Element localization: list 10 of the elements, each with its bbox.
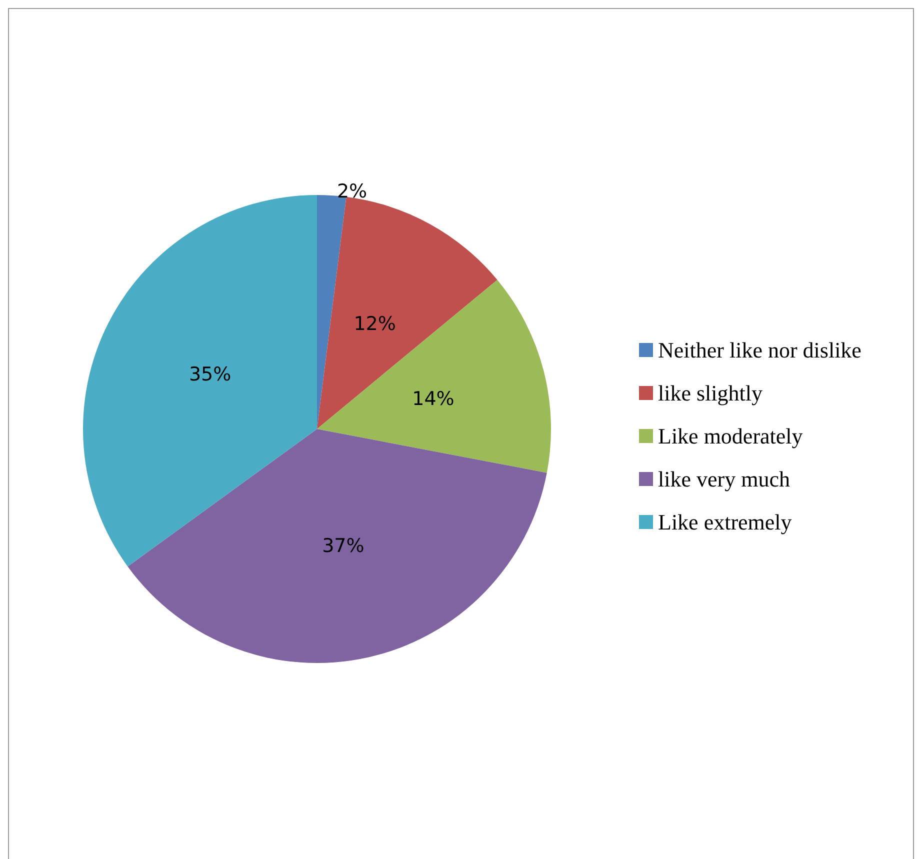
data-label: 2% bbox=[336, 180, 368, 202]
legend-label: Like extremely bbox=[658, 510, 792, 534]
legend-label: like slightly bbox=[658, 380, 762, 406]
data-label: 37% bbox=[322, 535, 364, 558]
data-label: 12% bbox=[354, 312, 396, 335]
data-label: 14% bbox=[412, 388, 454, 410]
legend-label: Like moderately bbox=[658, 424, 803, 448]
data-label: 35% bbox=[188, 364, 232, 386]
legend-label: like very much bbox=[658, 466, 790, 492]
legend-label: Neither like nor dislike bbox=[658, 338, 862, 362]
